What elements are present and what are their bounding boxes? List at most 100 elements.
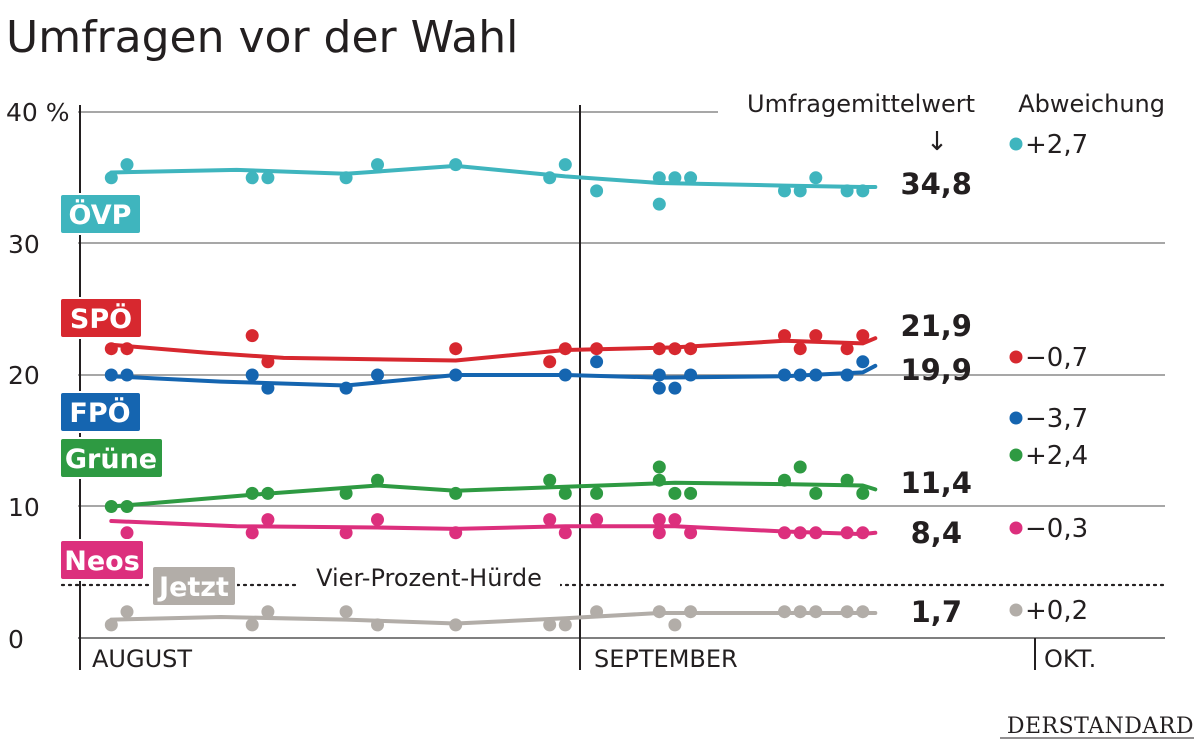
brand-logo: DERSTANDARD [1007,714,1194,739]
poll-point-fpo [449,368,463,382]
poll-point-jetzt [558,618,572,632]
deviation-dot-jetzt [1009,603,1023,617]
trend-line-jetzt [109,611,878,626]
poll-points [104,158,870,632]
average-arrow-icon: ↓ [926,127,948,157]
deviation-spo: −0,7 [1025,343,1088,373]
poll-point-gruene [840,473,854,487]
poll-point-fpo [652,368,666,382]
poll-point-fpo [120,368,134,382]
poll-point-jetzt [104,618,118,632]
poll-point-neos [590,513,604,527]
poll-point-jetzt [449,618,463,632]
poll-point-gruene [652,473,666,487]
header-mask [718,92,1178,128]
poll-point-jetzt [590,605,604,619]
average-value-fpo: 19,9 [900,353,972,387]
poll-point-ovp [668,171,682,185]
poll-point-gruene [668,486,682,500]
poll-point-jetzt [371,618,384,632]
poll-point-ovp [261,171,275,185]
trend-line-neos [109,519,878,537]
poll-point-ovp [684,171,698,185]
trend-line-ovp [109,163,878,189]
month-label-okt: OKT. [1044,645,1096,673]
poll-point-fpo [371,368,384,382]
poll-point-ovp [840,184,854,198]
poll-point-spo [793,342,807,356]
poll-point-ovp [120,158,134,172]
trend-line-gruene [109,480,878,509]
poll-point-fpo [684,368,698,382]
poll-point-jetzt [339,605,353,619]
poll-point-spo [245,329,259,343]
header-deviation: Abweichung [1018,90,1165,118]
poll-point-ovp [652,171,666,185]
poll-point-fpo [809,368,823,382]
poll-point-ovp [449,158,463,172]
month-label-august: AUGUST [92,645,192,673]
poll-point-jetzt [856,605,870,619]
poll-point-fpo [652,381,666,395]
deviation-dot-spo [1009,350,1023,364]
poll-point-neos [339,526,353,540]
poll-point-ovp [371,158,384,172]
average-value-gruene: 11,4 [900,466,972,500]
poll-point-neos [652,526,666,540]
deviation-dot-ovp [1009,137,1023,151]
party-label-fpo: FPÖ [59,391,142,433]
hurdle-label-background [298,562,560,594]
poll-point-neos [778,526,791,540]
party-label-gruene-text: Grüne [65,444,157,475]
poll-point-neos [371,513,384,527]
chart-title: Umfragen vor der Wahl [6,12,518,63]
poll-point-gruene [371,473,384,487]
poll-point-spo [543,355,557,369]
poll-point-jetzt [652,605,666,619]
poll-point-fpo [590,355,604,369]
poll-point-ovp [339,171,353,185]
poll-point-ovp [778,184,791,198]
poll-point-gruene [793,460,807,474]
poll-point-spo [668,342,682,356]
party-label-neos-text: Neos [64,546,140,577]
deviation-ovp: +2,7 [1025,130,1088,160]
poll-point-jetzt [793,605,807,619]
trend-line-spo [109,336,878,363]
poll-point-spo [856,329,870,343]
poll-point-neos [856,526,870,540]
poll-point-fpo [840,368,854,382]
poll-point-ovp [856,184,870,198]
party-label-ovp: ÖVP [59,193,142,235]
poll-point-ovp [793,184,807,198]
party-label-ovp-text: ÖVP [69,198,132,231]
poll-point-gruene [339,486,353,500]
poll-point-spo [449,342,463,356]
poll-point-ovp [543,171,557,185]
average-value-neos: 8,4 [911,516,962,550]
poll-point-jetzt [778,605,791,619]
poll-point-neos [261,513,275,527]
trend-lines [109,163,878,626]
poll-point-gruene [120,500,134,513]
poll-point-fpo [558,368,572,382]
poll-point-jetzt [261,605,275,619]
poll-point-neos [245,526,259,540]
hurdle-label: Vier-Prozent-Hürde [316,564,542,592]
poll-point-spo [120,342,134,356]
poll-point-spo [558,342,572,356]
poll-point-fpo [104,368,118,382]
y-tick-label-10: 10 [8,493,40,522]
poll-point-gruene [245,486,259,500]
poll-point-neos [809,526,823,540]
poll-point-fpo [856,355,870,369]
poll-point-gruene [543,473,557,487]
poll-point-gruene [558,486,572,500]
poll-point-spo [104,342,118,356]
poll-point-ovp [652,197,666,211]
poll-point-fpo [668,381,682,395]
party-label-gruene: Grüne [59,437,164,479]
party-label-fpo-text: FPÖ [69,396,130,429]
poll-point-ovp [809,171,823,185]
